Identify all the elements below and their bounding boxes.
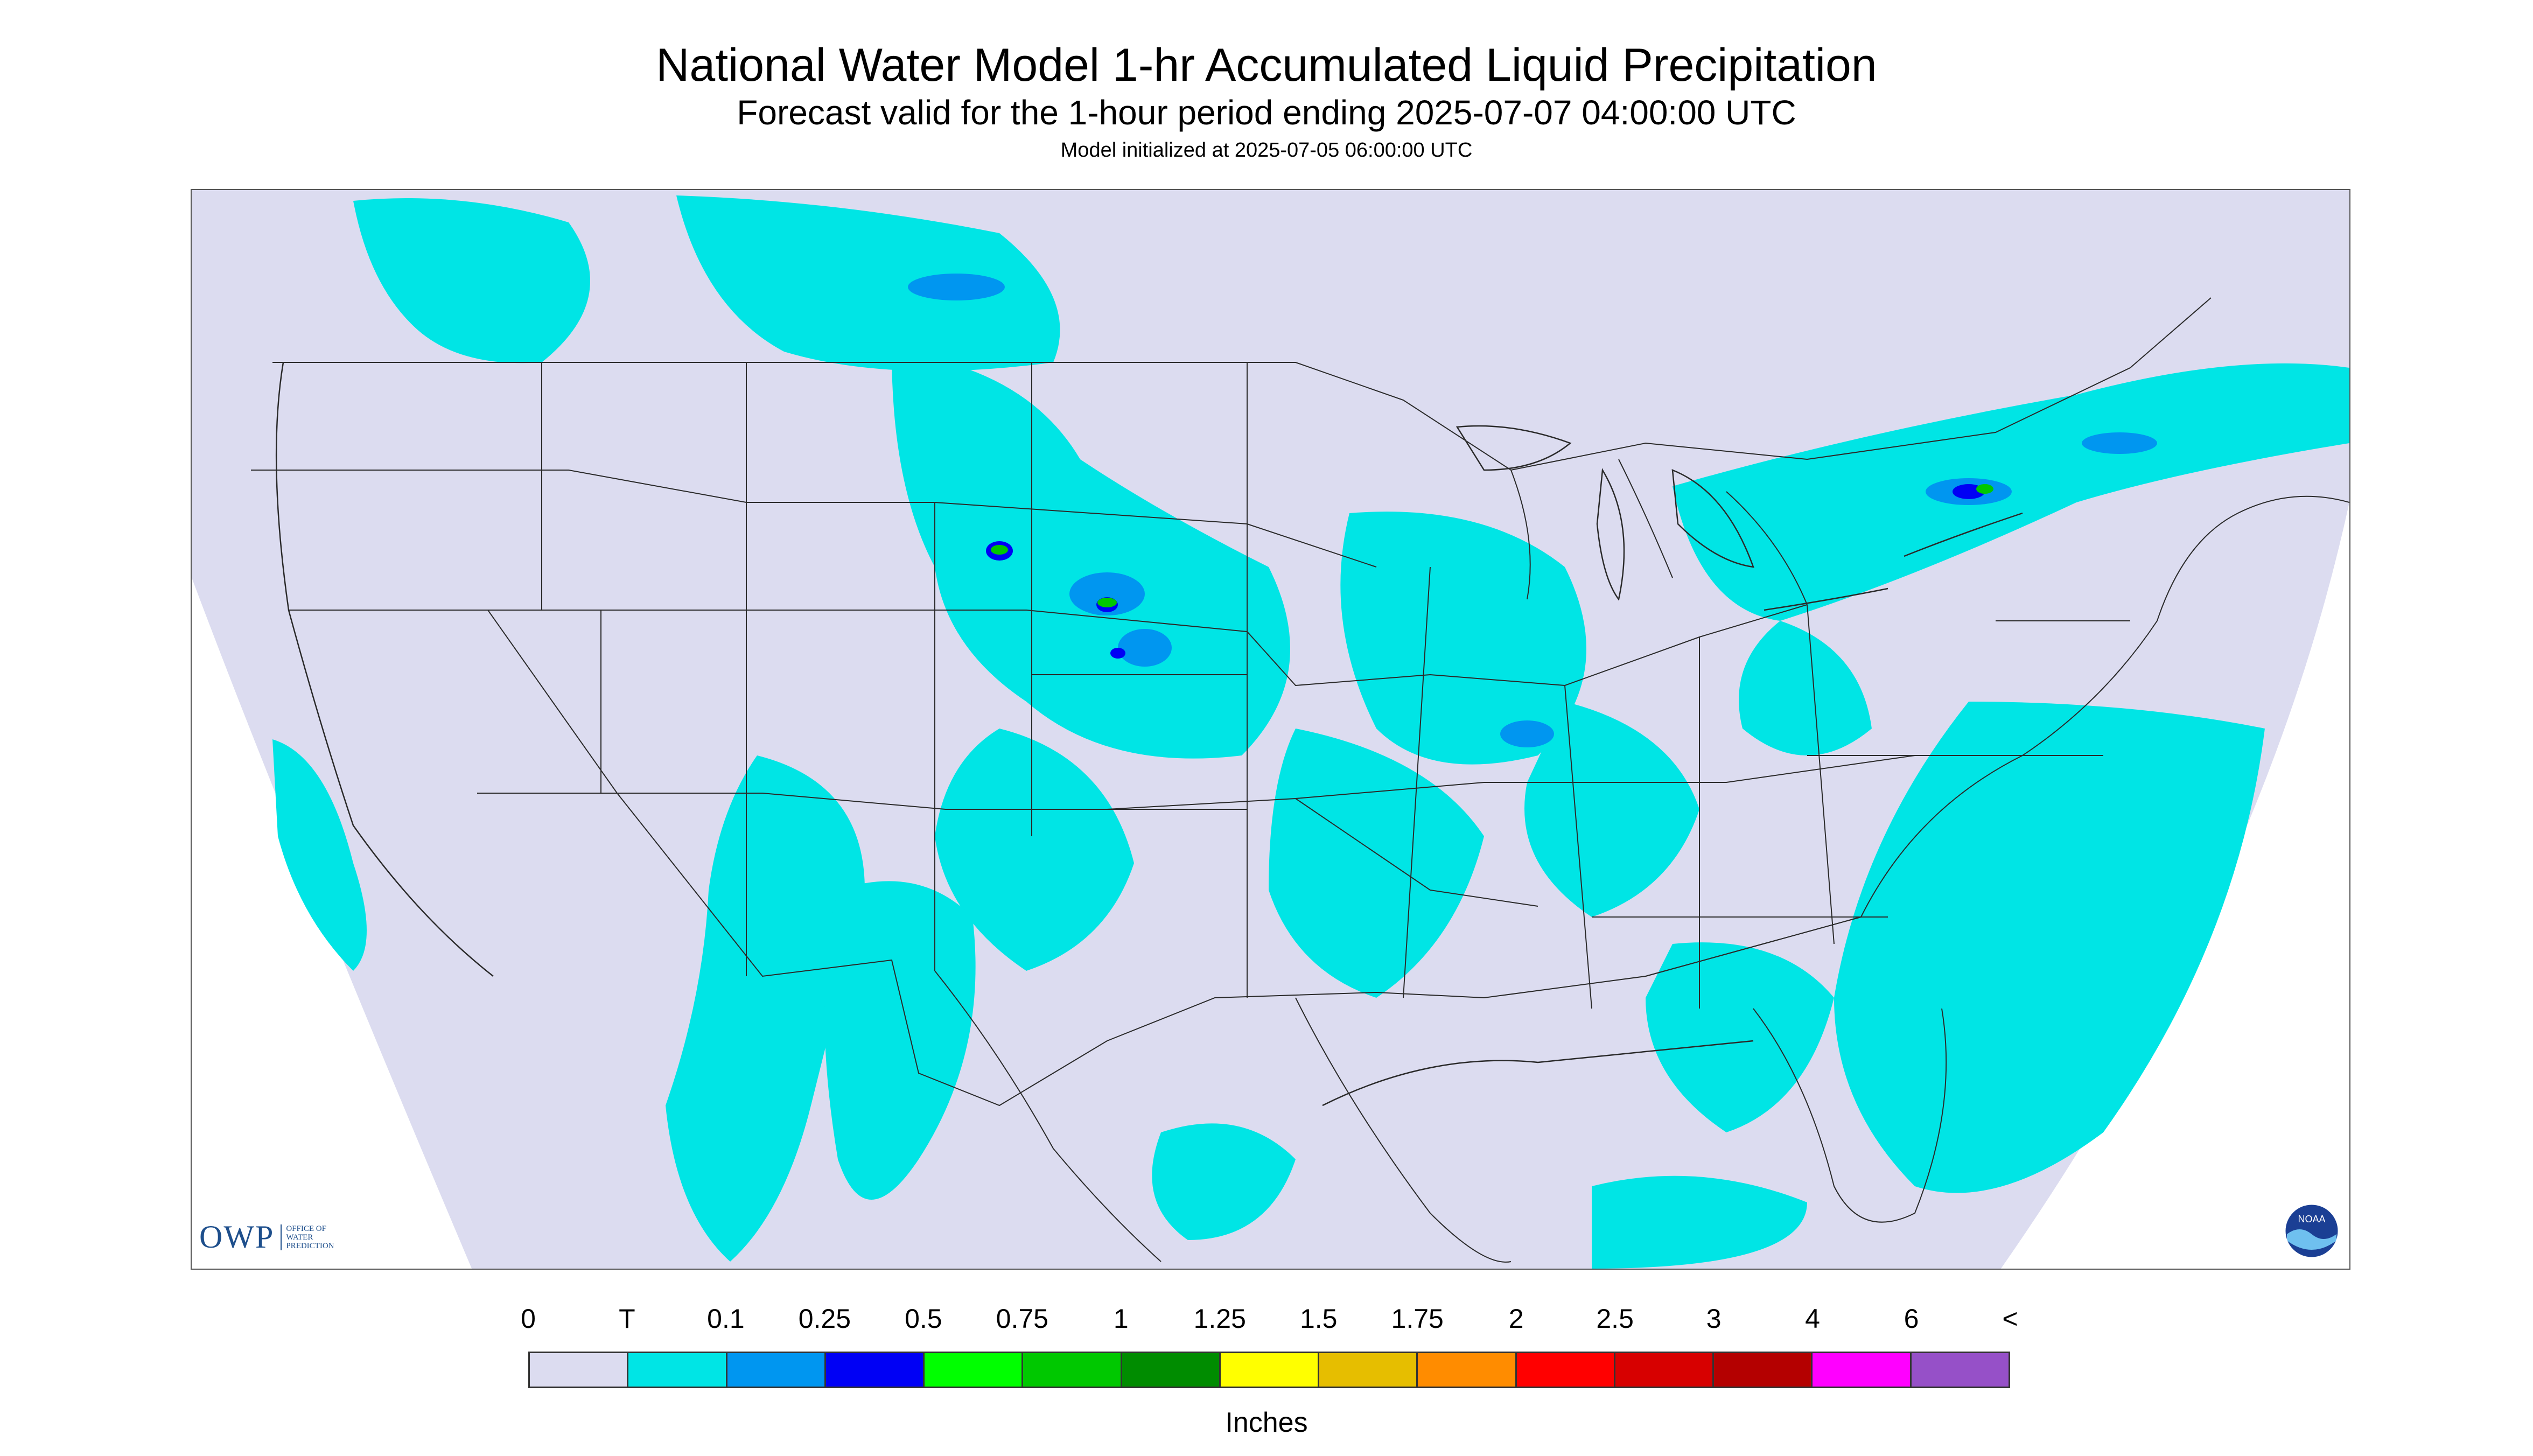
legend-tick-label: 1.25 (1193, 1304, 1246, 1334)
legend-tick-label: 0.75 (996, 1304, 1048, 1334)
precipitation-map: OWP OFFICE OF WATER PREDICTION NOAA (191, 189, 2350, 1270)
legend-swatch-14 (1911, 1353, 2009, 1387)
map-title: National Water Model 1-hr Accumulated Li… (656, 39, 1877, 91)
legend-tick-label: 1 (1113, 1304, 1129, 1334)
legend-tick-label: 0 (521, 1304, 536, 1334)
legend-tick-label: 0.25 (798, 1304, 851, 1334)
legend-tick-label: 2.5 (1596, 1304, 1634, 1334)
noaa-logo-text: NOAA (2298, 1214, 2325, 1224)
legend-swatch-4 (925, 1353, 1024, 1387)
legend-swatch-7 (1220, 1353, 1320, 1387)
owp-logo-subtext: OFFICE OF WATER PREDICTION (281, 1224, 334, 1250)
legend-swatch-11 (1615, 1353, 1715, 1387)
coastlines (275, 362, 2023, 1107)
legend-swatch-6 (1122, 1353, 1221, 1387)
legend-swatch-2 (727, 1353, 826, 1387)
legend-tick-label: 2 (1508, 1304, 1524, 1334)
legend-swatch-12 (1714, 1353, 1813, 1387)
legend-swatch-0 (530, 1353, 629, 1387)
legend-tick-label: 3 (1706, 1304, 1722, 1334)
noaa-logo: NOAA (2284, 1203, 2340, 1259)
legend-swatch-10 (1516, 1353, 1615, 1387)
legend-swatch-13 (1813, 1353, 1912, 1387)
legend-tick-label: < (2002, 1304, 2018, 1334)
outside-domain-east (2001, 502, 2349, 1269)
legend-tick-label: 1.5 (1299, 1304, 1338, 1334)
legend-tick-label: 6 (1904, 1304, 1919, 1334)
legend-tick-label: 1.75 (1391, 1304, 1444, 1334)
state-boundaries (251, 297, 2349, 1263)
legend-swatch-3 (825, 1353, 925, 1387)
legend-swatch-8 (1319, 1353, 1418, 1387)
moderate-precip-cores (908, 274, 2157, 747)
legend-tick-labels: 0 T 0.1 0.25 0.5 0.75 1 1.25 1.5 1.75 2 2.5 3 4 6 < (521, 1303, 2018, 1335)
legend-tick-label: 0.1 (707, 1304, 745, 1334)
map-subtitle: Forecast valid for the 1-hour period end… (737, 93, 1796, 132)
model-init-line: Model initialized at 2025-07-05 06:00:00… (1060, 139, 1473, 162)
legend-tick-label: 4 (1805, 1304, 1820, 1334)
owp-logo: OWP OFFICE OF WATER PREDICTION (199, 1219, 334, 1256)
legend-units: Inches (1225, 1407, 1308, 1438)
legend-swatch-5 (1023, 1353, 1122, 1387)
color-legend (528, 1352, 2010, 1388)
legend-swatch-9 (1418, 1353, 1517, 1387)
legend-swatch-1 (628, 1353, 727, 1387)
outside-domain-west (192, 578, 472, 1269)
legend-tick-label: T (619, 1304, 635, 1334)
legend-tick-label: 0.5 (905, 1304, 942, 1334)
owp-logo-text: OWP (199, 1219, 275, 1255)
